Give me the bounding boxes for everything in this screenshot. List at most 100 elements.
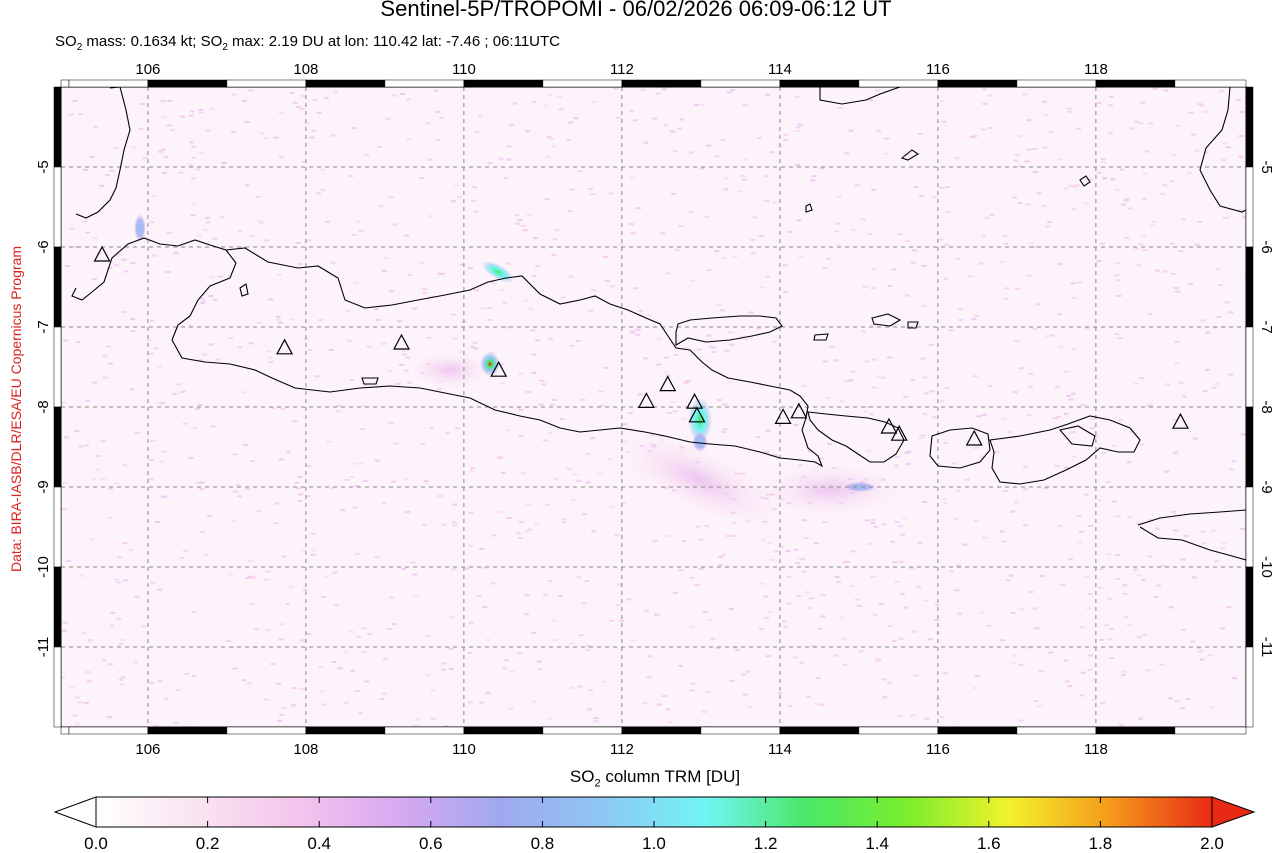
- noise-pixel: [800, 558, 806, 561]
- noise-pixel: [1024, 160, 1030, 163]
- noise-pixel: [752, 216, 758, 219]
- noise-pixel: [448, 667, 454, 670]
- noise-pixel: [1048, 131, 1054, 134]
- noise-pixel: [467, 267, 473, 270]
- noise-pixel: [820, 594, 826, 597]
- volcano-triangle-icon: [276, 338, 294, 355]
- noise-pixel: [1171, 154, 1177, 156]
- noise-pixel: [506, 517, 512, 519]
- noise-pixel: [772, 454, 778, 457]
- volcano-triangle-icon: [965, 429, 983, 446]
- noise-pixel: [943, 277, 949, 280]
- noise-pixel: [922, 376, 928, 379]
- summary-sub-2: 2: [222, 42, 228, 53]
- noise-pixel: [769, 558, 775, 561]
- frame-segment: [542, 79, 623, 88]
- noise-pixel: [1096, 101, 1102, 104]
- noise-pixel: [531, 100, 537, 103]
- noise-pixel: [903, 606, 909, 609]
- noise-pixel: [1136, 574, 1142, 577]
- noise-pixel: [188, 457, 194, 459]
- noise-pixel: [786, 602, 792, 605]
- noise-pixel: [597, 473, 603, 476]
- noise-pixel: [714, 155, 720, 158]
- noise-pixel: [1047, 221, 1053, 224]
- noise-pixel: [430, 689, 436, 692]
- colorbar-tick-label: 1.2: [754, 834, 778, 853]
- noise-pixel: [1203, 151, 1209, 154]
- noise-pixel: [1180, 707, 1186, 710]
- noise-pixel: [1135, 522, 1141, 525]
- noise-pixel: [535, 265, 541, 268]
- noise-pixel: [208, 343, 214, 346]
- noise-pixel: [531, 631, 537, 634]
- noise-pixel: [525, 503, 531, 506]
- noise-pixel: [765, 275, 771, 278]
- noise-pixel: [797, 464, 803, 467]
- noise-pixel: [590, 437, 596, 440]
- noise-pixel: [939, 400, 945, 403]
- noise-pixel: [591, 530, 597, 533]
- noise-pixel: [561, 521, 567, 524]
- noise-pixel: [1090, 426, 1095, 429]
- noise-pixel: [333, 90, 339, 93]
- volcano-triangle-icon: [790, 402, 808, 419]
- noise-pixel: [258, 221, 264, 224]
- noise-pixel: [735, 649, 741, 652]
- noise-pixel: [1100, 161, 1106, 164]
- noise-pixel: [392, 223, 398, 226]
- noise-pixel: [864, 406, 870, 408]
- noise-pixel: [741, 673, 747, 676]
- noise-pixel: [160, 148, 166, 151]
- noise-pixel: [560, 296, 566, 299]
- noise-pixel: [437, 495, 443, 498]
- noise-pixel: [383, 256, 389, 259]
- noise-pixel: [237, 495, 243, 498]
- coast-bali: [807, 411, 905, 463]
- noise-pixel: [1086, 607, 1092, 610]
- noise-pixel: [729, 343, 735, 346]
- noise-pixel: [74, 696, 80, 699]
- noise-pixel: [1010, 612, 1016, 615]
- noise-pixel: [899, 533, 905, 536]
- noise-pixel: [161, 116, 167, 119]
- noise-pixel: [575, 339, 581, 342]
- noise-pixel: [887, 285, 893, 287]
- noise-pixel: [909, 567, 915, 570]
- noise-pixel: [630, 639, 636, 642]
- noise-pixel: [469, 345, 475, 348]
- noise-pixel: [1110, 178, 1116, 181]
- noise-pixel: [89, 155, 95, 158]
- noise-pixel: [302, 588, 308, 591]
- noise-pixel: [541, 383, 547, 386]
- noise-pixel: [1087, 593, 1093, 595]
- noise-pixel: [549, 403, 555, 406]
- noise-pixel: [524, 613, 529, 616]
- noise-pixel: [157, 588, 163, 591]
- noise-pixel: [134, 431, 140, 434]
- noise-pixel: [84, 444, 89, 447]
- noise-pixel: [808, 597, 814, 600]
- noise-pixel: [459, 350, 465, 353]
- noise-pixel: [720, 431, 726, 433]
- noise-pixel: [646, 676, 652, 679]
- noise-pixel: [1071, 296, 1077, 299]
- noise-pixel: [518, 435, 524, 438]
- noise-pixel: [198, 109, 204, 111]
- noise-pixel: [711, 346, 717, 349]
- noise-pixel: [1012, 391, 1018, 394]
- noise-pixel: [810, 179, 816, 182]
- noise-pixel: [388, 422, 394, 424]
- noise-pixel: [83, 168, 88, 171]
- noise-pixel: [1210, 529, 1216, 532]
- frame-segment: [305, 79, 386, 88]
- noise-pixel: [1152, 87, 1158, 90]
- noise-pixel: [82, 220, 88, 223]
- noise-pixel: [1109, 627, 1115, 630]
- noise-pixel: [881, 523, 887, 526]
- noise-pixel: [843, 379, 849, 382]
- noise-pixel: [602, 680, 608, 683]
- noise-pixel: [77, 701, 83, 704]
- cb-label-prefix: SO: [569, 767, 595, 786]
- noise-pixel: [826, 257, 832, 260]
